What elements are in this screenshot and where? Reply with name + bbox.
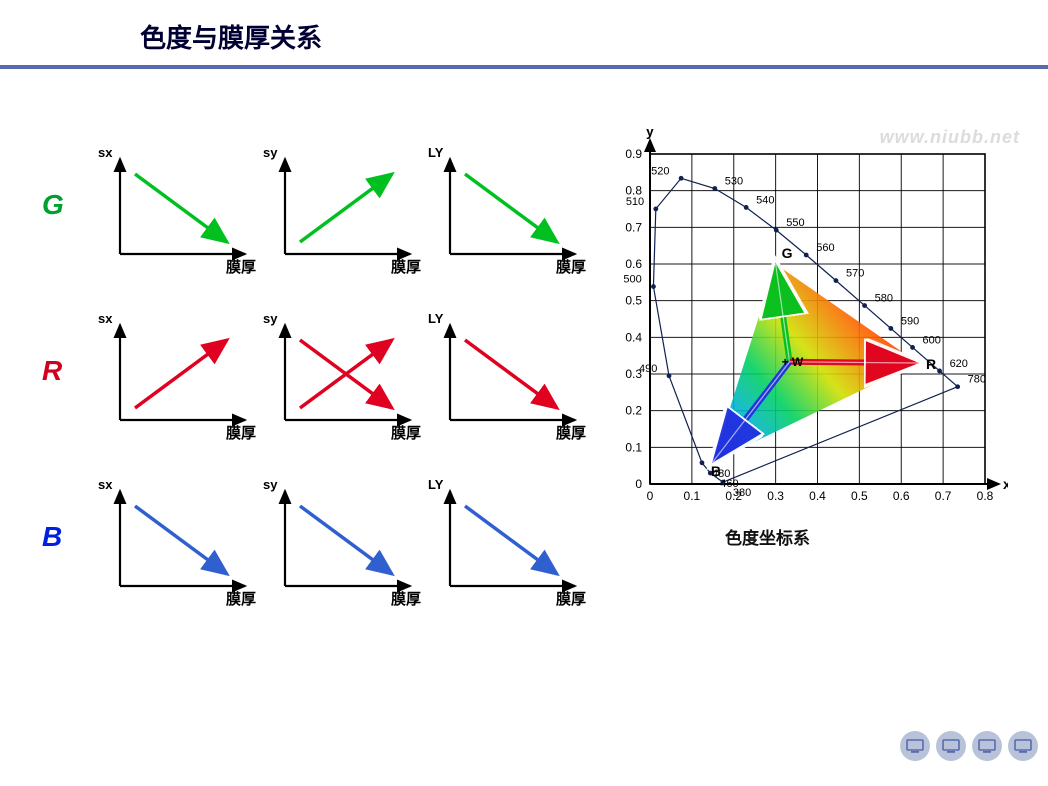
mini-ylabel: sx [98, 477, 112, 492]
mini-ylabel: sx [98, 145, 112, 160]
mini-ylabel: LY [428, 477, 443, 492]
svg-text:570: 570 [846, 268, 864, 280]
svg-text:530: 530 [725, 176, 743, 188]
svg-text:600: 600 [923, 334, 941, 346]
svg-text:0.8: 0.8 [977, 489, 994, 503]
svg-text:460: 460 [720, 478, 738, 490]
mini-ylabel: sy [263, 145, 277, 160]
mini-plot: sx膜厚 [100, 315, 250, 435]
mini-xlabel: 膜厚 [556, 422, 586, 443]
row-label: R [42, 355, 62, 387]
device-icon [936, 731, 966, 761]
svg-text:0.6: 0.6 [625, 257, 642, 271]
svg-text:0.3: 0.3 [767, 489, 784, 503]
mini-xlabel: 膜厚 [226, 422, 256, 443]
row-label: B [42, 521, 62, 553]
svg-text:+ W: + W [782, 355, 804, 369]
device-icon [972, 731, 1002, 761]
svg-text:510: 510 [626, 196, 644, 208]
svg-text:620: 620 [950, 358, 968, 370]
svg-text:560: 560 [816, 242, 834, 254]
mini-ylabel: LY [428, 145, 443, 160]
svg-text:R: R [926, 356, 936, 372]
svg-text:0.4: 0.4 [809, 489, 826, 503]
svg-text:580: 580 [875, 293, 893, 305]
mini-ylabel: sy [263, 477, 277, 492]
svg-text:0: 0 [647, 489, 654, 503]
mini-plot: LY膜厚 [430, 315, 580, 435]
mini-ylabel: sy [263, 311, 277, 326]
svg-text:y: y [646, 129, 654, 139]
svg-text:540: 540 [756, 194, 774, 206]
mini-xlabel: 膜厚 [226, 256, 256, 277]
mini-plot: sx膜厚 [100, 481, 250, 601]
svg-text:500: 500 [623, 274, 641, 286]
mini-xlabel: 膜厚 [226, 588, 256, 609]
mini-plot: sy膜厚 [265, 315, 415, 435]
svg-text:590: 590 [901, 315, 919, 327]
page-title: 色度与膜厚关系 [0, 0, 1048, 61]
mini-plot: LY膜厚 [430, 481, 580, 601]
mini-xlabel: 膜厚 [391, 256, 421, 277]
svg-text:0.7: 0.7 [625, 220, 642, 234]
mini-xlabel: 膜厚 [556, 588, 586, 609]
mini-plot: sx膜厚 [100, 149, 250, 269]
mini-xlabel: 膜厚 [391, 422, 421, 443]
svg-text:x: x [1003, 476, 1008, 492]
mini-xlabel: 膜厚 [391, 588, 421, 609]
svg-text:0.1: 0.1 [684, 489, 701, 503]
svg-text:0.5: 0.5 [625, 294, 642, 308]
svg-text:0.4: 0.4 [625, 330, 642, 344]
svg-text:0: 0 [635, 477, 642, 491]
svg-text:520: 520 [651, 165, 669, 177]
mini-ylabel: sx [98, 311, 112, 326]
svg-text:0.9: 0.9 [625, 147, 642, 161]
mini-plot: sy膜厚 [265, 149, 415, 269]
device-icon [1008, 731, 1038, 761]
svg-text:B: B [711, 463, 721, 479]
mini-plot: LY膜厚 [430, 149, 580, 269]
footer-icons [900, 731, 1038, 761]
cie-caption: 色度坐标系 [725, 524, 810, 549]
svg-text:0.6: 0.6 [893, 489, 910, 503]
content-area: www.niubb.net Gsx膜厚sy膜厚LY膜厚Rsx膜厚sy膜厚LY膜厚… [0, 69, 1048, 769]
svg-text:0.7: 0.7 [935, 489, 952, 503]
mini-xlabel: 膜厚 [556, 256, 586, 277]
svg-text:0.2: 0.2 [625, 404, 642, 418]
svg-text:G: G [782, 245, 793, 261]
cie-chart: 00.10.20.30.40.50.60.70.800.10.20.30.40.… [608, 129, 1008, 579]
cie-svg: 00.10.20.30.40.50.60.70.800.10.20.30.40.… [608, 129, 1008, 529]
svg-text:780: 780 [968, 374, 986, 386]
device-icon [900, 731, 930, 761]
svg-text:0.1: 0.1 [625, 440, 642, 454]
svg-text:0.5: 0.5 [851, 489, 868, 503]
svg-text:490: 490 [639, 363, 657, 375]
svg-text:550: 550 [786, 217, 804, 229]
row-label: G [42, 189, 64, 221]
mini-ylabel: LY [428, 311, 443, 326]
mini-plot: sy膜厚 [265, 481, 415, 601]
